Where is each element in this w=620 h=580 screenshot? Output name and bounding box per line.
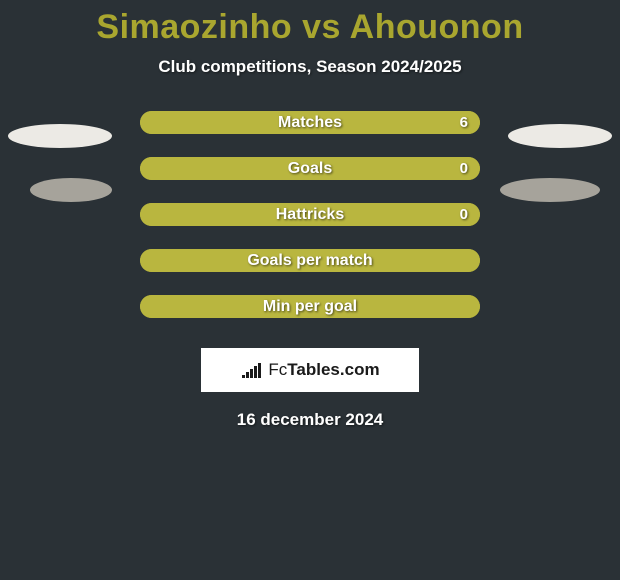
stat-label: Matches xyxy=(140,111,480,134)
stat-right-value: 6 xyxy=(460,111,468,134)
page-title: Simaozinho vs Ahouonon xyxy=(0,0,620,47)
stat-right-value: 0 xyxy=(460,157,468,180)
stat-right-value: 0 xyxy=(460,203,468,226)
stat-row: Min per goal xyxy=(140,295,480,318)
player1-name: Simaozinho xyxy=(96,8,292,46)
stat-row: Goals0 xyxy=(140,157,480,180)
decorative-ellipse xyxy=(30,178,112,202)
stat-label: Goals xyxy=(140,157,480,180)
stat-row: Hattricks0 xyxy=(140,203,480,226)
player2-name: Ahouonon xyxy=(350,8,524,46)
stat-row: Matches6 xyxy=(140,111,480,134)
stat-label: Hattricks xyxy=(140,203,480,226)
stat-label: Min per goal xyxy=(140,295,480,318)
stat-label: Goals per match xyxy=(140,249,480,272)
date-text: 16 december 2024 xyxy=(0,410,620,430)
bar-chart-icon xyxy=(240,361,262,379)
vs-separator: vs xyxy=(302,8,341,46)
decorative-ellipse xyxy=(508,124,612,148)
decorative-ellipse xyxy=(500,178,600,202)
logo-text: FcTables.com xyxy=(268,360,379,380)
decorative-ellipse xyxy=(8,124,112,148)
subtitle: Club competitions, Season 2024/2025 xyxy=(0,57,620,77)
fctables-logo: FcTables.com xyxy=(201,348,419,392)
stat-row: Goals per match xyxy=(140,249,480,272)
